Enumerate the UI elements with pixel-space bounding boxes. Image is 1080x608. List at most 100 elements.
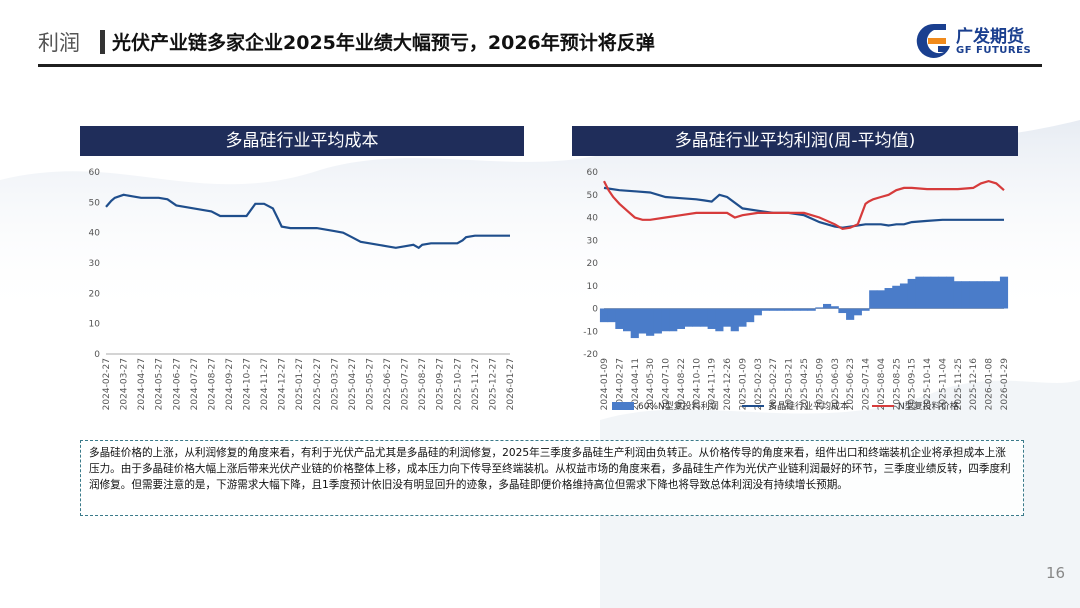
- page-number: 16: [1046, 564, 1066, 582]
- profit-bar: [776, 308, 785, 311]
- profit-bar: [630, 308, 639, 339]
- profit-bar: [884, 288, 893, 309]
- profit-bar: [930, 276, 939, 309]
- profit-bar: [646, 308, 655, 336]
- x-tick-label: 2025-12-27: [488, 358, 498, 410]
- profit-bar: [907, 278, 916, 309]
- x-tick-label: 2025-08-27: [418, 358, 428, 410]
- page-title: 光伏产业链多家企业2025年业绩大幅预亏，2026年预计将反弹: [112, 32, 655, 54]
- profit-bar: [607, 308, 616, 323]
- y-tick-label: 50: [89, 198, 101, 208]
- profit-bar: [992, 281, 1001, 309]
- x-tick-label: 2024-12-27: [278, 358, 288, 410]
- x-tick-label: 2025-06-03: [831, 358, 841, 410]
- x-tick-label: 2024-03-27: [120, 358, 130, 410]
- x-tick-label: 2026-01-27: [506, 358, 516, 410]
- y-tick-label: 10: [587, 282, 599, 292]
- x-tick-label: 2024-10-10: [692, 358, 702, 411]
- x-tick-label: 2025-06-23: [846, 358, 856, 410]
- y-tick-label: 0: [94, 350, 100, 360]
- profit-bar: [899, 283, 909, 309]
- profit-bar: [861, 308, 870, 311]
- x-tick-label: 2025-05-09: [815, 358, 825, 411]
- x-tick-label: 2025-11-04: [938, 358, 948, 411]
- profit-bar: [623, 308, 632, 332]
- profit-bar: [638, 308, 647, 334]
- profit-bar: [961, 281, 970, 309]
- profit-bar: [661, 308, 670, 332]
- profit-bar: [699, 308, 709, 327]
- profit-bar: [615, 308, 624, 329]
- x-tick-label: 2025-03-27: [330, 358, 340, 410]
- y-tick-label: 0: [592, 305, 598, 315]
- x-tick-label: 2026-01-08: [985, 358, 995, 411]
- y-tick-label: 50: [587, 191, 599, 201]
- section-label: 利润: [38, 31, 80, 55]
- profit-bar: [669, 308, 678, 332]
- profit-bar: [723, 308, 732, 327]
- profit-bar: [807, 308, 816, 311]
- profit-bar: [892, 285, 901, 309]
- x-tick-label: 2025-02-03: [754, 358, 764, 410]
- x-tick-label: 2024-08-22: [677, 358, 687, 410]
- profit-bar: [707, 308, 716, 329]
- x-tick-label: 2025-08-25: [892, 358, 902, 410]
- legend-label: N型复投料价格: [898, 400, 959, 412]
- y-tick-label: 60: [587, 168, 599, 178]
- profit-bar: [753, 308, 762, 316]
- profit-bar: [946, 276, 955, 309]
- logo-mark-icon: [916, 23, 950, 58]
- x-tick-label: 2024-01-09: [600, 358, 610, 411]
- profit-bar: [692, 308, 701, 327]
- x-tick-label: 2025-09-27: [436, 358, 446, 410]
- profit-bar: [838, 308, 847, 314]
- y-tick-label: 10: [89, 320, 101, 330]
- company-logo: 广发期货 GF FUTURES: [916, 20, 1046, 64]
- profit-bar: [846, 308, 855, 320]
- x-tick-label: 2025-05-27: [365, 358, 375, 410]
- profit-bar: [823, 303, 832, 309]
- y-tick-label: 40: [587, 214, 599, 224]
- cost-chart-plot: 0 10 20 30 40 50 60 2024-02-27 2024-03-27 2024-04…: [89, 168, 516, 410]
- cost-chart: 多晶硅行业平均成本 0 10 20 30 40 50 60 2024-02-27 2024-03…: [80, 126, 524, 426]
- profit-bar: [815, 307, 824, 309]
- legend-swatch: [612, 402, 634, 410]
- x-tick-label: 2024-02-27: [102, 358, 112, 410]
- profit-bar: [938, 276, 947, 309]
- title-divider: [100, 30, 105, 54]
- profit-bar: [976, 281, 985, 309]
- x-tick-label: 2024-05-27: [155, 358, 165, 410]
- profit-bar: [599, 308, 609, 323]
- x-tick-label: 2025-04-25: [800, 358, 810, 410]
- chart-title: 多晶硅行业平均成本: [80, 126, 524, 156]
- x-tick-label: 2024-09-27: [225, 358, 235, 410]
- x-tick-label: 2025-11-27: [471, 358, 481, 410]
- logo-english-name: GF FUTURES: [956, 45, 1032, 56]
- profit-bar: [676, 308, 685, 329]
- y-tick-label: -10: [583, 327, 598, 337]
- profit-bar: [969, 281, 978, 309]
- x-tick-label: 2024-07-27: [190, 358, 200, 410]
- x-tick-label: 2025-12-16: [969, 358, 979, 411]
- x-tick-label: 2024-02-27: [615, 358, 625, 410]
- x-tick-label: 2025-07-27: [401, 358, 411, 410]
- profit-bar: [746, 308, 755, 323]
- cost-series-line: [105, 193, 510, 250]
- profit-bar: [869, 290, 878, 309]
- profit-bar: [761, 308, 770, 311]
- profit-bar: [830, 306, 839, 309]
- profit-bar: [730, 308, 739, 332]
- x-tick-label: 2024-04-27: [137, 358, 147, 410]
- profit-bar: [923, 276, 932, 309]
- x-tick-label: 2024-05-30: [646, 358, 656, 411]
- profit-bar: [784, 308, 793, 311]
- profit-chart: 多晶硅行业平均利润(周-平均值) -20 -10 0 10 20 30 40 50 60 2024…: [572, 126, 1018, 426]
- legend-label: 60%N型复投料利润: [638, 400, 719, 412]
- x-tick-label: 2024-08-27: [207, 358, 217, 410]
- profit-bar: [999, 276, 1009, 309]
- x-tick-label: 2025-09-15: [908, 358, 918, 410]
- profit-bar: [792, 308, 801, 311]
- y-tick-label: 60: [89, 168, 101, 178]
- analysis-note: 多晶硅价格的上涨，从利润修复的角度来看，有利于光伏产品尤其是多晶硅的利润修复，2…: [80, 440, 1024, 516]
- cost-line: [603, 186, 1004, 229]
